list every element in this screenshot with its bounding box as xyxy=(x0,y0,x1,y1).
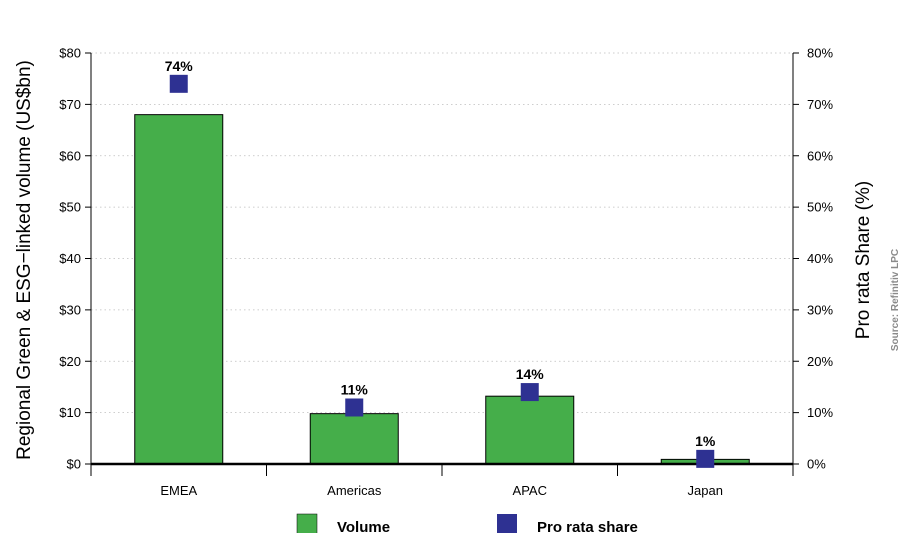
y-tick-label: $70 xyxy=(59,97,81,112)
y2-tick-label: 40% xyxy=(807,251,833,266)
y-tick-label: $0 xyxy=(67,457,81,472)
y2-tick-label: 0% xyxy=(807,457,826,472)
x-tick-label: APAC xyxy=(513,483,547,498)
y2-axis-title: Pro rata Share (%) xyxy=(853,181,874,339)
y2-tick-label: 60% xyxy=(807,148,833,163)
left-axis-ticks: $0 $10 $20 $30 $40 $50 $60 $70 $80 xyxy=(59,46,91,472)
y-tick-label: $40 xyxy=(59,251,81,266)
x-tick-label: Japan xyxy=(688,483,723,498)
bar-apac xyxy=(485,395,575,465)
x-tick-label: EMEA xyxy=(160,483,197,498)
legend-swatch-share xyxy=(497,514,517,533)
legend-label-share: Pro rata share xyxy=(537,519,638,533)
y-tick-label: $50 xyxy=(59,200,81,215)
y2-tick-label: 50% xyxy=(807,200,833,215)
share-marker-emea xyxy=(169,74,188,93)
y2-tick-label: 10% xyxy=(807,405,833,420)
y-tick-label: $10 xyxy=(59,405,81,420)
y-tick-label: $80 xyxy=(59,46,81,61)
share-marker-japan xyxy=(696,449,715,468)
bar-americas xyxy=(309,413,399,465)
data-label-emea: 74% xyxy=(165,58,194,74)
data-label-japan: 1% xyxy=(695,433,716,449)
y2-tick-label: 80% xyxy=(807,46,833,61)
legend: Volume Pro rata share xyxy=(296,513,638,533)
share-markers xyxy=(169,74,715,468)
data-label-apac: 14% xyxy=(516,366,545,382)
bars xyxy=(134,114,750,465)
share-marker-apac xyxy=(520,383,539,402)
y-tick-label: $30 xyxy=(59,302,81,317)
y-tick-label: $20 xyxy=(59,354,81,369)
x-axis-ticks: EMEA Americas APAC Japan xyxy=(90,464,794,498)
share-marker-americas xyxy=(345,398,364,417)
right-axis-ticks: 0% 10% 20% 30% 40% 50% 60% 70% 80% xyxy=(793,46,833,472)
bar-emea xyxy=(134,114,224,465)
y-axis-title: Regional Green & ESG−linked volume (US$b… xyxy=(14,60,35,460)
y-tick-label: $60 xyxy=(59,148,81,163)
data-label-americas: 11% xyxy=(341,381,369,397)
y2-tick-label: 30% xyxy=(807,302,833,317)
x-tick-label: Americas xyxy=(327,483,382,498)
source-note: Source: Refinitiv LPC xyxy=(890,249,901,351)
legend-swatch-volume xyxy=(296,513,318,533)
legend-label-volume: Volume xyxy=(337,519,390,533)
data-labels: 74% 11% 14% 1% xyxy=(165,58,716,449)
y2-tick-label: 20% xyxy=(807,354,833,369)
y2-tick-label: 70% xyxy=(807,97,833,112)
